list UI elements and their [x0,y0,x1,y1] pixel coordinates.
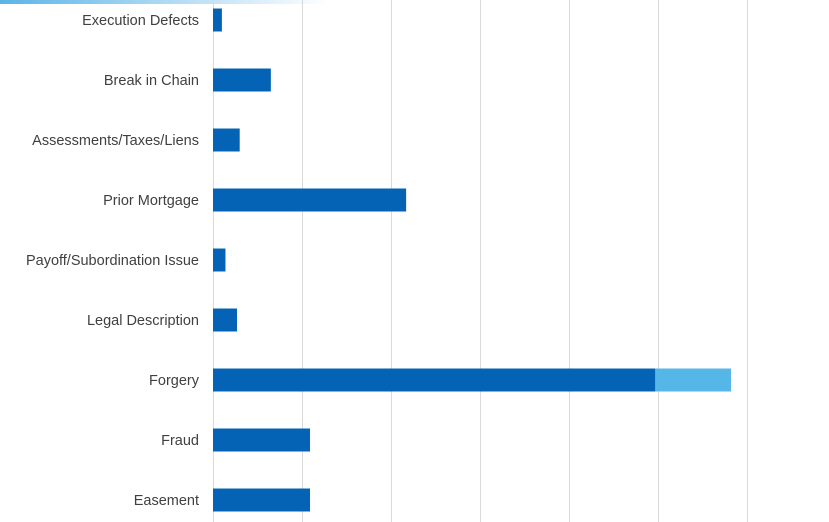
category-label: Payoff/Subordination Issue [26,253,199,269]
bar-assessments-taxes-liens-s1 [213,128,240,152]
bar-break-in-chain-s1 [213,68,271,92]
bar-execution-defects-s1 [213,8,222,32]
header-accent-bar [0,0,330,4]
category-label: Forgery [149,373,200,389]
bar-easement-s1 [213,488,311,512]
bars [213,8,731,512]
category-labels: Execution Defects Break in Chain Assessmen… [26,13,200,509]
category-label: Assessments/Taxes/Liens [32,133,199,149]
bar-prior-mortgage-s1 [213,188,407,212]
bar-fraud-s1 [213,428,311,452]
bar-forgery-s1 [213,368,656,392]
category-label: Execution Defects [82,13,199,29]
bar-payoff-subordination-issue-s1 [213,248,226,272]
bar-legal-description-s1 [213,308,238,332]
category-label: Fraud [161,433,199,449]
category-label: Legal Description [87,313,199,329]
category-label: Prior Mortgage [103,193,199,209]
category-label: Break in Chain [104,73,199,89]
bar-forgery-s2 [655,368,731,392]
category-label: Easement [134,493,199,509]
